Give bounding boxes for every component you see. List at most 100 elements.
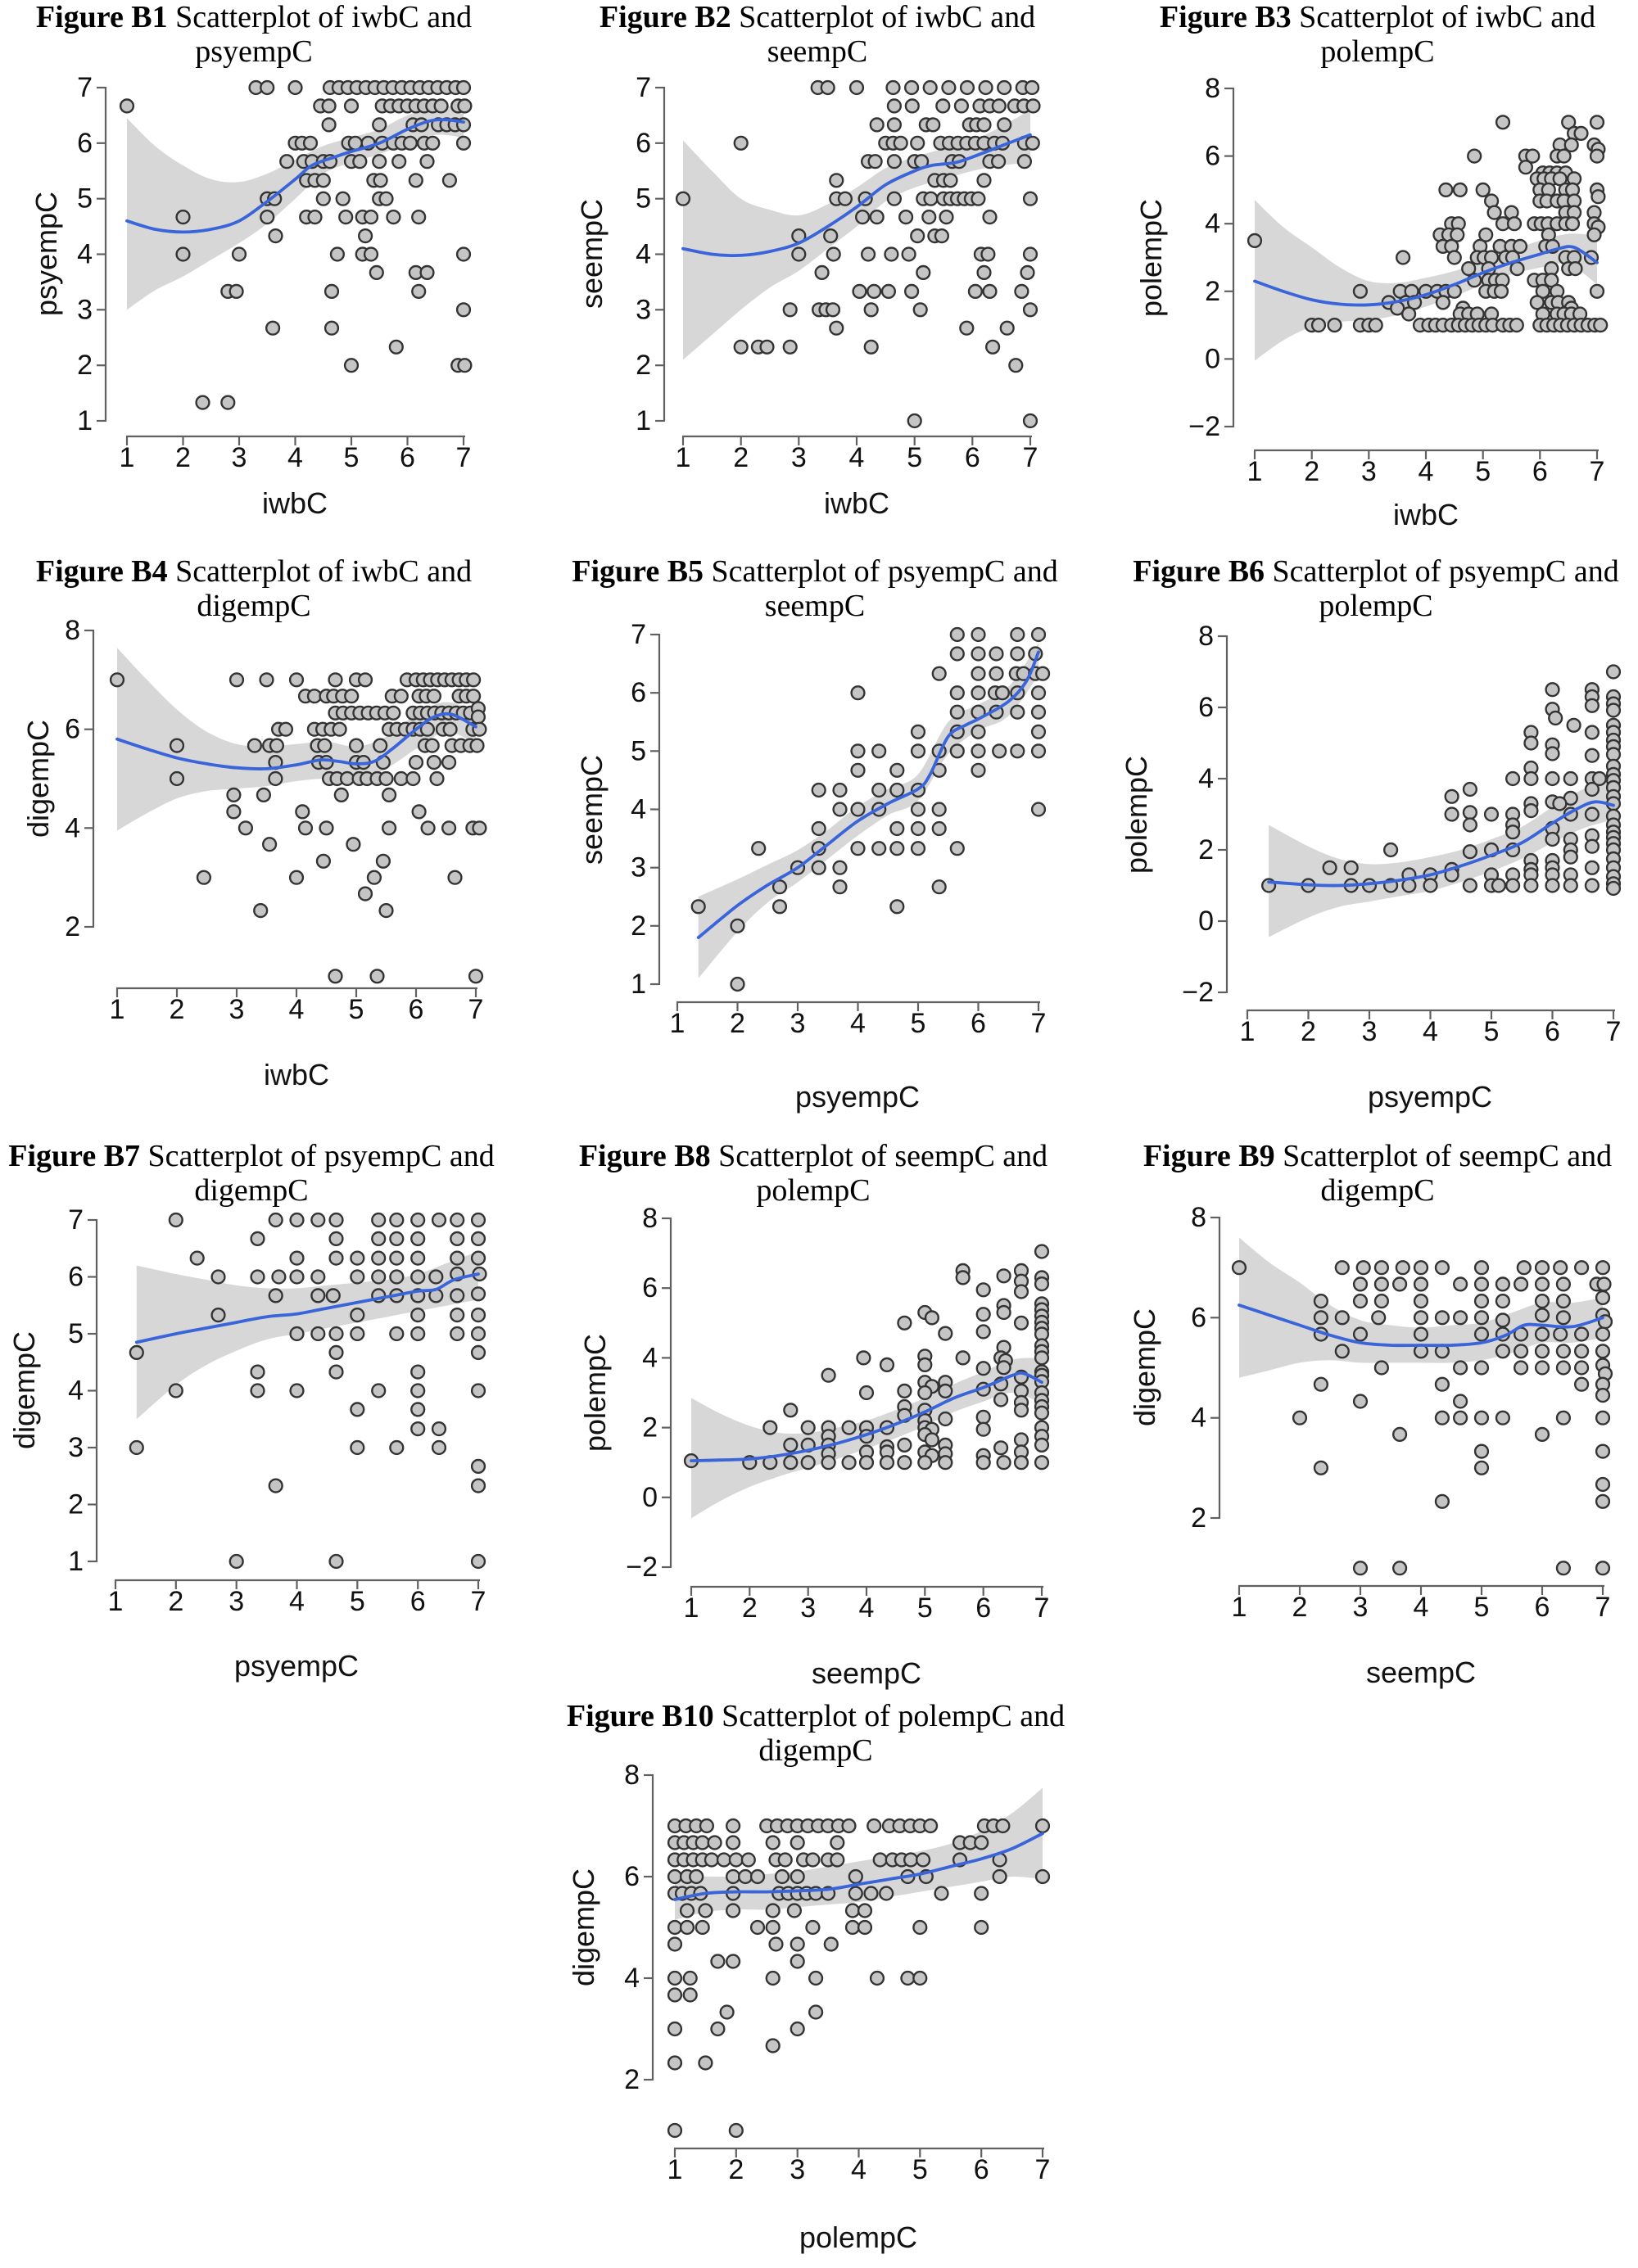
svg-text:7: 7 xyxy=(631,619,646,650)
svg-text:2: 2 xyxy=(642,1412,658,1443)
svg-text:3: 3 xyxy=(800,1593,816,1624)
svg-text:2: 2 xyxy=(1301,1016,1316,1047)
svg-text:4: 4 xyxy=(1414,1592,1429,1623)
svg-text:3: 3 xyxy=(232,442,247,473)
svg-text:1: 1 xyxy=(120,442,135,473)
svg-text:5: 5 xyxy=(344,442,360,473)
svg-text:Figure B8 Scatterplot of seemp: Figure B8 Scatterplot of seempC and xyxy=(579,1139,1048,1173)
svg-text:4: 4 xyxy=(1191,1403,1206,1434)
svg-text:8: 8 xyxy=(65,615,80,646)
svg-text:5: 5 xyxy=(912,2154,928,2185)
svg-text:4: 4 xyxy=(68,1376,84,1407)
svg-text:6: 6 xyxy=(68,1262,84,1293)
svg-text:polempC: polempC xyxy=(1319,589,1432,623)
svg-text:3: 3 xyxy=(790,2154,805,2185)
svg-text:polempC: polempC xyxy=(799,2221,917,2254)
svg-text:7: 7 xyxy=(68,1204,84,1236)
svg-text:4: 4 xyxy=(1419,456,1434,487)
svg-text:1: 1 xyxy=(1247,456,1263,487)
svg-text:4: 4 xyxy=(289,994,305,1025)
svg-text:5: 5 xyxy=(68,1318,84,1349)
svg-text:7: 7 xyxy=(456,442,472,473)
svg-text:2: 2 xyxy=(728,2154,744,2185)
svg-text:3: 3 xyxy=(791,442,807,473)
svg-text:iwbC: iwbC xyxy=(264,1058,329,1091)
svg-text:1: 1 xyxy=(684,1593,699,1624)
svg-text:6: 6 xyxy=(1532,456,1548,487)
svg-text:7: 7 xyxy=(1034,1593,1050,1624)
svg-text:1: 1 xyxy=(68,1546,84,1577)
svg-text:−2: −2 xyxy=(626,1552,658,1583)
svg-text:6: 6 xyxy=(971,1008,986,1039)
svg-text:1: 1 xyxy=(636,405,651,436)
svg-text:2: 2 xyxy=(636,350,651,381)
svg-text:6: 6 xyxy=(1198,692,1214,723)
svg-text:3: 3 xyxy=(229,994,245,1025)
svg-text:5: 5 xyxy=(636,183,651,215)
svg-text:6: 6 xyxy=(410,1586,426,1617)
svg-text:1: 1 xyxy=(670,1008,686,1039)
svg-text:2: 2 xyxy=(68,1489,84,1520)
svg-text:6: 6 xyxy=(965,442,980,473)
svg-text:Figure B3 Scatterplot of iwbC: Figure B3 Scatterplot of iwbC and xyxy=(1160,0,1595,34)
svg-text:1: 1 xyxy=(1232,1592,1247,1623)
svg-text:2: 2 xyxy=(65,911,80,942)
svg-text:0: 0 xyxy=(642,1482,658,1513)
svg-text:5: 5 xyxy=(350,1586,365,1617)
svg-text:4: 4 xyxy=(1198,763,1214,794)
svg-text:4: 4 xyxy=(287,442,303,473)
svg-text:Figure B4 Scatterplot of iwbC: Figure B4 Scatterplot of iwbC and xyxy=(36,554,472,589)
svg-text:6: 6 xyxy=(400,442,415,473)
svg-text:8: 8 xyxy=(1205,73,1220,104)
svg-text:7: 7 xyxy=(1595,1592,1611,1623)
svg-text:2: 2 xyxy=(1205,276,1220,307)
svg-text:2: 2 xyxy=(1292,1592,1308,1623)
svg-text:4: 4 xyxy=(636,239,651,270)
svg-text:1: 1 xyxy=(110,994,125,1025)
svg-text:Figure B6 Scatterplot of psyem: Figure B6 Scatterplot of psyempC and xyxy=(1133,554,1619,589)
svg-text:seempC: seempC xyxy=(767,34,867,69)
svg-text:7: 7 xyxy=(1606,1016,1622,1047)
svg-text:4: 4 xyxy=(1205,208,1220,239)
svg-text:6: 6 xyxy=(1191,1302,1206,1333)
svg-text:5: 5 xyxy=(1474,1592,1490,1623)
svg-text:6: 6 xyxy=(631,677,646,708)
svg-text:digempC: digempC xyxy=(21,720,55,838)
svg-text:1: 1 xyxy=(667,2154,683,2185)
svg-text:3: 3 xyxy=(68,1432,84,1463)
svg-text:seempC: seempC xyxy=(575,199,609,309)
svg-text:digempC: digempC xyxy=(1128,1308,1161,1426)
svg-text:psyempC: psyempC xyxy=(29,192,63,316)
svg-text:1: 1 xyxy=(1240,1016,1256,1047)
svg-text:2: 2 xyxy=(1304,456,1319,487)
svg-text:2: 2 xyxy=(733,442,749,473)
svg-text:Figure B10 Scatterplot of pole: Figure B10 Scatterplot of polempC and xyxy=(567,1699,1065,1733)
svg-text:4: 4 xyxy=(850,1008,866,1039)
svg-text:psyempC: psyempC xyxy=(234,1649,359,1683)
svg-text:iwbC: iwbC xyxy=(262,486,328,520)
svg-text:2: 2 xyxy=(77,350,93,381)
svg-text:2: 2 xyxy=(1198,834,1214,865)
svg-text:4: 4 xyxy=(624,1963,640,1994)
svg-text:5: 5 xyxy=(1484,1016,1500,1047)
svg-text:1: 1 xyxy=(676,442,691,473)
svg-text:8: 8 xyxy=(642,1203,658,1234)
svg-text:2: 2 xyxy=(742,1593,758,1624)
svg-text:3: 3 xyxy=(631,852,646,883)
svg-text:4: 4 xyxy=(631,794,646,825)
svg-text:−2: −2 xyxy=(1188,411,1220,442)
svg-text:polempC: polempC xyxy=(1320,34,1434,69)
svg-text:4: 4 xyxy=(859,1593,875,1624)
svg-text:Figure B7 Scatterplot of psyem: Figure B7 Scatterplot of psyempC and xyxy=(8,1139,495,1173)
svg-text:2: 2 xyxy=(170,994,185,1025)
svg-text:6: 6 xyxy=(974,2154,989,2185)
svg-text:6: 6 xyxy=(409,994,424,1025)
svg-text:2: 2 xyxy=(168,1586,183,1617)
svg-text:2: 2 xyxy=(631,910,646,942)
svg-text:6: 6 xyxy=(642,1272,658,1303)
svg-text:4: 4 xyxy=(849,442,865,473)
svg-text:7: 7 xyxy=(468,994,484,1025)
svg-text:4: 4 xyxy=(642,1342,658,1373)
svg-text:8: 8 xyxy=(1198,621,1214,652)
svg-text:3: 3 xyxy=(229,1586,244,1617)
